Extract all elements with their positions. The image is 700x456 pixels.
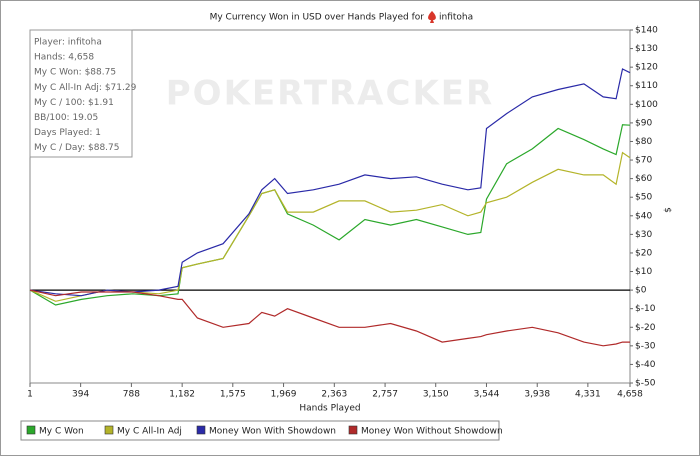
y-tick-label: $-20: [635, 323, 656, 333]
chart-title-player: infitoha: [439, 13, 473, 23]
x-tick-label: 4,658: [617, 390, 643, 400]
x-tick-label: 3,150: [423, 390, 449, 400]
series-line: [29, 289, 630, 347]
y-tick-label: $120: [635, 63, 658, 73]
y-tick-label: $-40: [635, 360, 656, 370]
legend-swatch: [104, 425, 114, 435]
x-tick-label: 394: [72, 390, 89, 400]
info-line: My C All-In Adj: $71.29: [34, 83, 137, 93]
y-tick-label: $140: [635, 26, 658, 36]
x-tick-label: 1,182: [169, 390, 195, 400]
x-tick-label: 3,938: [524, 390, 550, 400]
x-tick-label: 2,363: [321, 390, 347, 400]
x-tick-label: 1,969: [271, 390, 297, 400]
series-line: [29, 68, 631, 297]
chart-title: My Currency Won in USD over Hands Played…: [210, 13, 425, 23]
y-tick-label: $30: [635, 230, 652, 240]
x-tick-label: 1,575: [220, 390, 246, 400]
y-tick-label: $-10: [635, 304, 656, 314]
watermark: POKERTRACKER: [166, 74, 494, 114]
y-tick-label: $70: [635, 156, 652, 166]
series-line: [29, 151, 631, 302]
y-tick-label: $40: [635, 211, 652, 221]
info-line: My C / 100: $1.91: [34, 98, 114, 108]
info-line: My C / Day: $88.75: [34, 143, 120, 153]
x-tick-label: 1: [27, 390, 33, 400]
y-axis-label: $: [664, 207, 674, 213]
info-line: Player: infitoha: [34, 38, 102, 48]
y-tick-label: $0: [635, 286, 647, 296]
y-tick-label: $90: [635, 118, 652, 128]
info-line: BB/100: 19.05: [34, 113, 98, 123]
legend-box: [20, 420, 500, 441]
x-tick-label: 3,544: [474, 390, 500, 400]
x-tick-label: 2,757: [372, 390, 398, 400]
legend-label: My C All-In Adj: [117, 427, 182, 437]
legend-label: Money Won With Showdown: [209, 427, 336, 437]
x-tick-label: 788: [123, 390, 140, 400]
x-axis-label: Hands Played: [299, 404, 360, 414]
y-tick-label: $60: [635, 174, 652, 184]
legend-swatch: [348, 425, 358, 435]
y-tick-label: $-30: [635, 341, 656, 351]
spade-icon: [428, 11, 436, 23]
legend-label: My C Won: [39, 427, 84, 437]
legend-label: Money Won Without Showdown: [361, 427, 503, 437]
y-tick-label: $-50: [635, 379, 656, 389]
info-line: Hands: 4,658: [34, 53, 94, 63]
y-tick-label: $20: [635, 248, 652, 258]
legend-swatch: [26, 425, 36, 435]
info-line: My C Won: $88.75: [34, 68, 116, 78]
y-tick-label: $80: [635, 137, 652, 147]
legend-swatch: [196, 425, 206, 435]
info-box: [29, 29, 133, 158]
info-line: Days Played: 1: [34, 128, 101, 138]
y-tick-label: $10: [635, 267, 652, 277]
y-tick-label: $130: [635, 44, 658, 54]
plot-frame: [29, 29, 631, 384]
y-tick-label: $100: [635, 100, 658, 110]
y-tick-label: $50: [635, 193, 652, 203]
x-tick-label: 4,331: [575, 390, 601, 400]
y-tick-label: $110: [635, 81, 658, 91]
